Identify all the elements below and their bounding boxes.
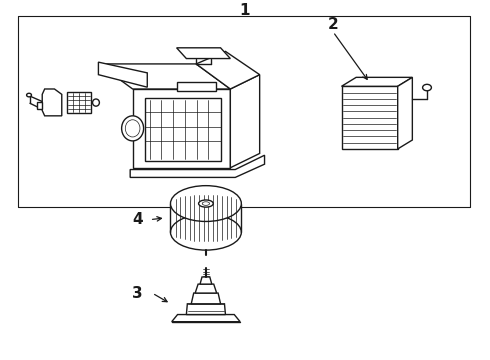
- Polygon shape: [37, 102, 42, 109]
- Polygon shape: [145, 98, 220, 161]
- Ellipse shape: [26, 93, 31, 97]
- Bar: [18, 15, 470, 207]
- Polygon shape: [42, 89, 62, 116]
- Ellipse shape: [171, 214, 242, 250]
- Polygon shape: [398, 77, 413, 149]
- Polygon shape: [342, 86, 398, 149]
- Polygon shape: [191, 293, 220, 304]
- Polygon shape: [172, 315, 240, 322]
- Polygon shape: [130, 155, 265, 177]
- Polygon shape: [230, 75, 260, 168]
- Polygon shape: [98, 62, 147, 87]
- Text: 1: 1: [240, 3, 250, 18]
- Ellipse shape: [122, 116, 144, 141]
- Ellipse shape: [202, 202, 210, 205]
- Ellipse shape: [93, 99, 99, 106]
- Bar: [67, 92, 91, 113]
- Polygon shape: [342, 77, 413, 86]
- Polygon shape: [195, 284, 217, 293]
- Ellipse shape: [171, 186, 242, 221]
- Polygon shape: [133, 89, 230, 168]
- Polygon shape: [176, 82, 216, 91]
- Text: 3: 3: [132, 285, 143, 301]
- Ellipse shape: [198, 200, 213, 207]
- Polygon shape: [200, 277, 212, 284]
- Polygon shape: [176, 48, 230, 59]
- Polygon shape: [98, 64, 230, 89]
- Polygon shape: [196, 51, 260, 89]
- Text: 2: 2: [328, 17, 338, 32]
- Polygon shape: [186, 304, 225, 315]
- Ellipse shape: [125, 120, 140, 137]
- Ellipse shape: [422, 84, 431, 91]
- Text: 4: 4: [132, 212, 143, 227]
